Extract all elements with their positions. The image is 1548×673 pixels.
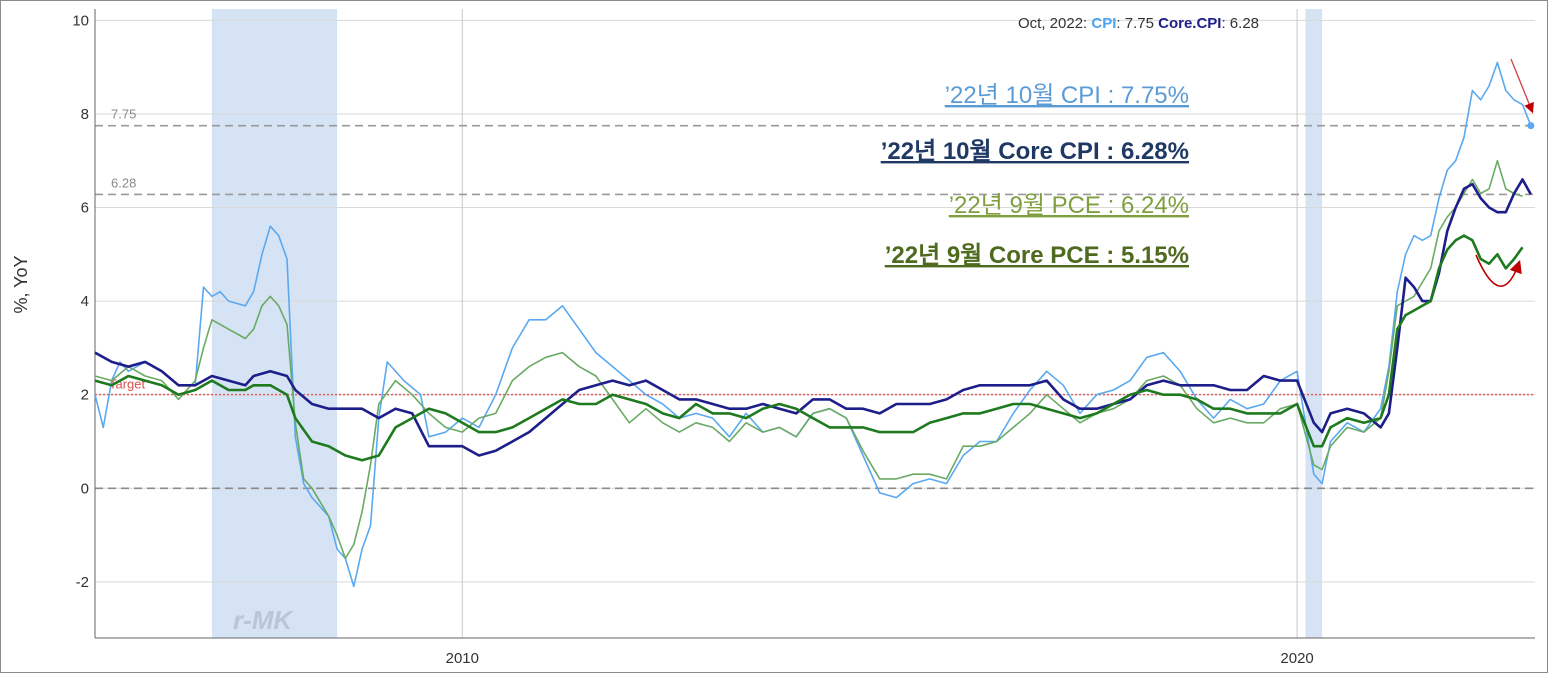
reference-line-label: 6.28 (111, 175, 136, 190)
recession-band (211, 9, 338, 638)
x-tick-label: 2010 (446, 650, 479, 667)
x-tick-label: 2020 (1280, 650, 1313, 667)
chart-text: Oct, 2022: CPI: 7.75 Core.CPI: 6.28 ’22년 … (233, 15, 1259, 635)
y-tick-label: -2 (76, 574, 89, 591)
y-tick-label: 0 (81, 480, 89, 497)
hover-cpi-label: CPI (1091, 15, 1116, 32)
reference-line-label: 7.75 (111, 107, 136, 122)
y-axis-title: %, YoY (11, 255, 31, 313)
y-tick-label: 2 (81, 387, 89, 404)
cpi-last-point (1527, 122, 1535, 130)
gridlines (95, 9, 1535, 638)
y-tick-label: 6 (81, 200, 89, 217)
hover-core-value: : 6.28 (1221, 15, 1259, 32)
core-pce-up-arrow (1475, 254, 1522, 287)
watermark-logo: r-MK (233, 605, 294, 635)
hover-core-label: Core.CPI (1158, 15, 1221, 32)
hover-cpi-value: : 7.75 (1116, 15, 1158, 32)
series-line (94, 234, 1524, 462)
annotation-label: ’22년 10월 Core CPI : 6.28% (881, 138, 1189, 165)
annotation-label: ’22년 9월 PCE : 6.24% (949, 192, 1189, 219)
series-lines (94, 61, 1535, 588)
cpi-down-arrow (1510, 58, 1534, 114)
annotation-label: ’22년 9월 Core PCE : 5.15% (885, 242, 1189, 269)
hover-date: Oct, 2022: (1018, 15, 1091, 32)
hover-readout: Oct, 2022: CPI: 7.75 Core.CPI: 6.28 (1018, 15, 1259, 32)
axes: -2 0 2 4 6 8 10 2010 2020 %, YoY (11, 9, 1535, 667)
recession-band (1305, 9, 1323, 638)
y-tick-label: 4 (81, 293, 89, 310)
series-line (94, 178, 1532, 457)
annotation-arrows (1475, 58, 1534, 287)
y-tick-label: 8 (81, 106, 89, 123)
y-tick-label: 10 (72, 12, 89, 29)
annotation-label: ’22년 10월 CPI : 7.75% (945, 82, 1189, 109)
